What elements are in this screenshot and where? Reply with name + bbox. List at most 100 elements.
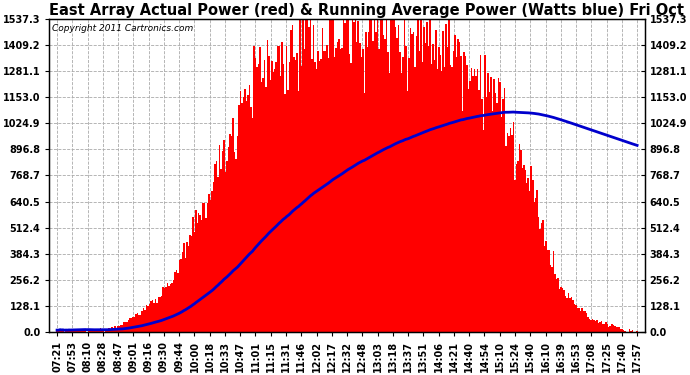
Bar — [387, 52, 389, 332]
Bar — [331, 19, 332, 332]
Bar — [99, 328, 101, 332]
Bar — [440, 55, 441, 332]
Bar — [411, 34, 413, 332]
Bar — [262, 78, 264, 332]
Bar — [325, 51, 326, 332]
Bar — [234, 152, 235, 332]
Bar — [311, 59, 313, 332]
Bar — [323, 51, 325, 332]
Bar — [216, 161, 217, 332]
Bar — [166, 283, 168, 332]
Bar — [532, 180, 533, 332]
Bar — [474, 69, 475, 332]
Bar — [248, 85, 250, 332]
Bar — [469, 81, 471, 332]
Bar — [98, 330, 99, 332]
Bar — [553, 251, 554, 332]
Bar — [119, 326, 121, 332]
Bar — [605, 322, 607, 332]
Bar — [198, 213, 199, 332]
Bar — [388, 73, 391, 332]
Bar — [499, 82, 501, 332]
Bar — [438, 47, 440, 332]
Bar — [433, 60, 435, 332]
Bar — [457, 39, 459, 332]
Bar — [380, 19, 382, 332]
Bar — [252, 117, 253, 332]
Bar — [277, 46, 279, 332]
Bar — [235, 159, 237, 332]
Bar — [455, 35, 456, 332]
Bar — [442, 31, 444, 332]
Bar — [591, 319, 593, 332]
Bar — [417, 19, 419, 332]
Bar — [375, 32, 377, 332]
Bar — [607, 324, 608, 332]
Bar — [545, 242, 547, 332]
Bar — [527, 178, 529, 332]
Bar — [116, 328, 117, 332]
Bar — [344, 23, 346, 332]
Bar — [273, 72, 274, 332]
Bar — [202, 203, 204, 332]
Bar — [587, 317, 589, 332]
Bar — [71, 330, 72, 332]
Bar — [614, 326, 615, 332]
Bar — [531, 166, 532, 332]
Bar — [135, 314, 137, 332]
Bar — [483, 130, 484, 332]
Bar — [122, 325, 124, 332]
Bar — [217, 177, 219, 332]
Bar — [386, 19, 387, 332]
Bar — [402, 57, 404, 332]
Bar — [197, 223, 198, 332]
Bar — [129, 318, 131, 332]
Bar — [366, 47, 368, 332]
Bar — [282, 42, 283, 332]
Bar — [335, 48, 337, 332]
Bar — [368, 32, 369, 332]
Bar — [447, 47, 448, 332]
Bar — [560, 287, 562, 332]
Bar — [414, 67, 415, 332]
Bar — [326, 45, 328, 332]
Bar — [466, 66, 468, 332]
Bar — [351, 19, 353, 332]
Bar — [444, 68, 446, 332]
Bar — [67, 331, 68, 332]
Bar — [446, 24, 447, 332]
Bar — [305, 19, 307, 332]
Bar — [357, 21, 359, 332]
Bar — [134, 316, 135, 332]
Bar — [572, 300, 574, 332]
Bar — [622, 329, 623, 332]
Bar — [179, 260, 180, 332]
Bar — [464, 52, 465, 332]
Bar — [193, 232, 195, 332]
Bar — [396, 38, 398, 332]
Bar — [413, 33, 414, 332]
Bar — [229, 134, 231, 332]
Bar — [313, 25, 315, 332]
Bar — [201, 220, 202, 332]
Bar — [141, 311, 143, 332]
Bar — [72, 329, 75, 332]
Bar — [301, 66, 302, 332]
Bar — [338, 39, 339, 332]
Bar — [359, 43, 361, 332]
Bar — [459, 42, 460, 332]
Bar — [613, 325, 614, 332]
Bar — [233, 118, 234, 332]
Bar — [253, 46, 255, 332]
Bar — [437, 69, 438, 332]
Bar — [184, 258, 186, 332]
Bar — [515, 164, 517, 332]
Bar — [598, 323, 599, 332]
Bar — [629, 329, 631, 332]
Bar — [137, 312, 139, 332]
Bar — [125, 321, 126, 332]
Bar — [424, 43, 426, 332]
Bar — [274, 69, 275, 332]
Bar — [422, 62, 423, 332]
Bar — [140, 315, 141, 332]
